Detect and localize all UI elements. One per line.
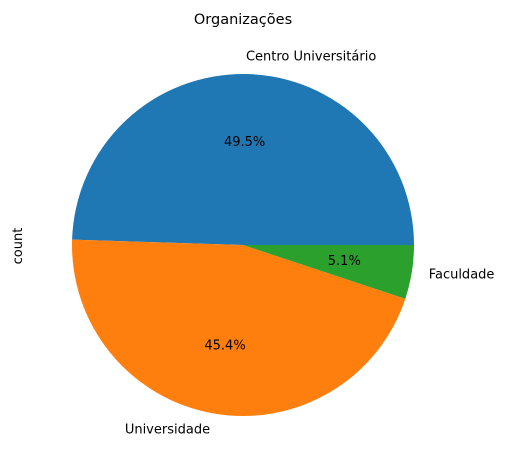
category-label-2: Universidade — [125, 423, 210, 438]
value-label-2: 45.4% — [204, 339, 245, 354]
y-axis-label: count — [11, 228, 26, 265]
category-label-3: Faculdade — [429, 268, 495, 283]
value-label-1: 49.5% — [224, 135, 265, 150]
chart-title: Organizações — [194, 12, 292, 28]
pie-slice-3 — [243, 245, 414, 299]
pie-slices — [72, 73, 414, 417]
pie-labels: Centro Universitário 49.5% Universidade 45.… — [125, 49, 495, 437]
pie-slice-2 — [72, 239, 406, 417]
pie-slice-1 — [72, 73, 414, 245]
category-label-1: Centro Universitário — [246, 49, 376, 64]
value-label-3: 5.1% — [328, 254, 361, 269]
